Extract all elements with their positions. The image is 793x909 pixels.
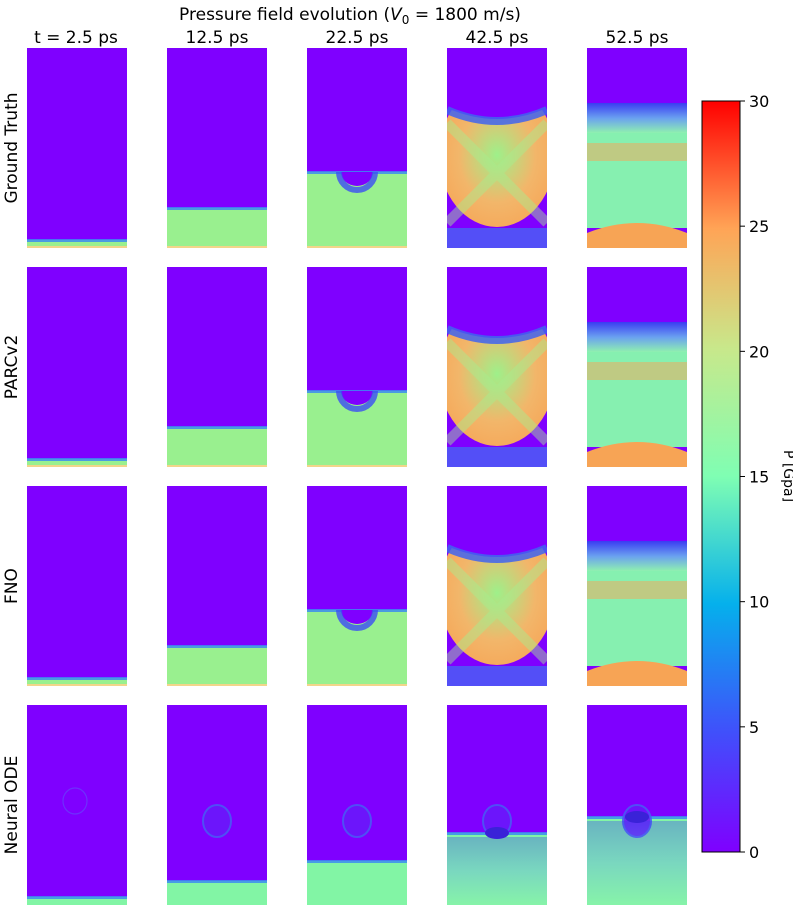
colorbar-tick-label: 30	[749, 92, 769, 111]
colorbar-tick-label: 25	[749, 217, 769, 236]
colorbar-gradient	[701, 100, 741, 853]
panel-grid	[27, 48, 687, 905]
panel-fno-4	[447, 486, 547, 686]
panel-parcv2-5	[587, 267, 687, 467]
colorbar: 0 5 10 15 20 25 30 P [Gpa]	[701, 92, 793, 862]
colorbar-tick-label: 15	[749, 468, 769, 487]
panel-parcv2-1	[27, 267, 127, 467]
time-label-5: 52.5 ps	[606, 28, 669, 48]
panel-fno-5	[587, 486, 687, 686]
time-label-2: 12.5 ps	[186, 28, 249, 48]
panel-ground-truth-5	[587, 48, 687, 248]
panel-neural-ode-4	[447, 705, 547, 905]
time-label-1: t = 2.5 ps	[34, 28, 118, 48]
panel-parcv2-3	[307, 267, 407, 467]
panel-neural-ode-2	[167, 705, 267, 905]
panel-fno-2	[167, 486, 267, 686]
row-label-neural-ode: Neural ODE	[2, 756, 22, 855]
panel-ground-truth-2	[167, 48, 267, 248]
row-label-parcv2: PARCv2	[2, 335, 22, 400]
colorbar-tick-label: 20	[749, 342, 769, 361]
panel-ground-truth-3	[307, 48, 407, 248]
panel-parcv2-2	[167, 267, 267, 467]
colorbar-label: P [Gpa]	[780, 450, 793, 502]
time-label-4: 42.5 ps	[466, 28, 529, 48]
panel-neural-ode-1	[27, 705, 127, 905]
panel-neural-ode-3	[307, 705, 407, 905]
row-label-fno: FNO	[2, 568, 22, 604]
colorbar-tick-label: 0	[749, 843, 759, 862]
panel-fno-3	[307, 486, 407, 686]
row-label-ground-truth: Ground Truth	[2, 92, 22, 203]
panel-ground-truth-1	[27, 48, 127, 248]
panel-ground-truth-4	[447, 48, 547, 248]
panel-parcv2-4	[447, 267, 547, 467]
chart-title: Pressure field evolution (V0 = 1800 m/s)	[179, 5, 521, 27]
time-label-3: 22.5 ps	[326, 28, 389, 48]
panel-neural-ode-5	[587, 705, 687, 905]
colorbar-tick-label: 10	[749, 593, 769, 612]
colorbar-tick-label: 5	[749, 718, 759, 737]
panel-fno-1	[27, 486, 127, 686]
